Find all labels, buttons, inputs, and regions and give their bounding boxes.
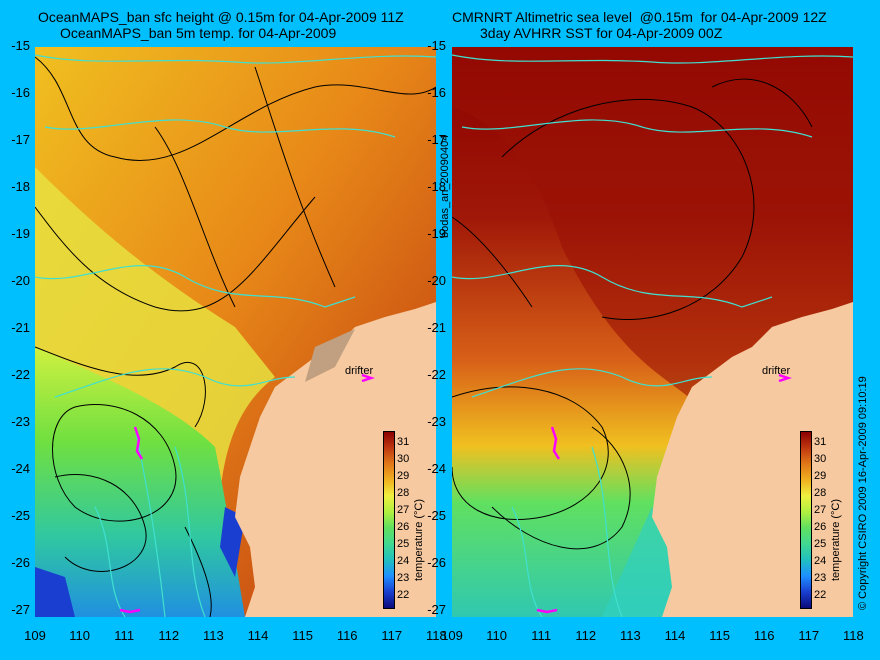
lon-label: 115 [709,628,730,643]
lon-label: 114 [664,628,686,643]
colorbar-tick: 23 [814,572,827,584]
colorbar-tick: 27 [814,504,827,516]
left-map-svg [35,47,436,617]
left-map-panel: drifter temperature (°C) [35,47,436,617]
lon-label: 111 [114,628,135,643]
lon-label: 115 [292,628,313,643]
colorbar-tick: 26 [397,521,410,533]
colorbar-tick: 25 [397,538,410,550]
right-map-panel: drifter temperature (°C) [452,47,853,617]
colorbar-tick: 27 [397,504,410,516]
lat-label: -17 [11,132,30,147]
lon-label: 109 [441,628,463,643]
lon-label: 113 [203,628,224,643]
colorbar-tick: 29 [814,470,827,482]
colorbar-tick: 30 [397,453,410,465]
lat-label: -18 [11,179,30,194]
lat-label: -25 [11,508,30,523]
colorbar-tick: 24 [397,555,410,567]
lat-label: -18 [427,179,446,194]
lat-label: -27 [427,602,446,617]
drifter-label-right: drifter [762,365,791,377]
colorbar-title-right: temperature (°C) [830,498,842,581]
shelf-shoal [305,329,355,382]
altimetric-contours [452,78,813,550]
lat-label: -17 [427,132,446,147]
colorbar-left [383,431,395,609]
lon-label: 117 [798,628,820,643]
sea-height-contours [35,56,436,617]
lat-label: -23 [11,414,30,429]
lon-label: 113 [620,628,641,643]
lat-label: -26 [427,555,446,570]
drifter-tracks [119,373,375,614]
colorbar-tick: 30 [814,453,827,465]
right-map-svg [452,47,853,617]
lat-label: -25 [427,508,446,523]
right-title-line2: 3day AVHRR SST for 04-Apr-2009 00Z [480,25,723,41]
lon-label: 110 [486,628,507,643]
lon-label: 117 [381,628,403,643]
colorbar-tick: 26 [814,521,827,533]
lat-label: -24 [11,461,30,476]
lon-label: 118 [843,628,864,643]
lon-label: 116 [336,628,358,643]
left-title-line2: OceanMAPS_ban 5m temp. for 04-Apr-2009 [60,25,337,41]
lat-label: -15 [11,38,30,53]
lon-label: 114 [247,628,269,643]
lon-label: 118 [426,628,447,643]
sst-warm-core [452,47,853,407]
colorbar-right [800,431,812,609]
colorbar-tick: 25 [814,538,827,550]
colorbar-tick: 22 [814,589,827,601]
left-title-line1: OceanMAPS_ban sfc height @ 0.15m for 04-… [38,9,404,25]
lat-label: -24 [427,461,446,476]
ocean-field-cool [35,347,245,617]
colorbar-tick: 31 [814,436,827,448]
colorbar-tick: 28 [814,487,827,499]
lat-label: -23 [427,414,446,429]
lon-label: 111 [531,628,552,643]
lat-label: -20 [427,273,446,288]
colorbar-tick: 31 [397,436,410,448]
colorbar-tick: 22 [397,589,410,601]
lat-label: -20 [11,273,30,288]
ocean-field-cold [35,567,75,617]
lat-label: -21 [11,320,30,335]
lat-label: -21 [427,320,446,335]
lat-label: -19 [11,226,30,241]
lat-label: -26 [11,555,30,570]
lon-label: 112 [575,628,597,643]
drifter-tracks-right [536,373,792,614]
lat-label: -22 [427,367,446,382]
colorbar-tick: 28 [397,487,410,499]
lon-label: 109 [24,628,46,643]
lat-label: -16 [11,85,30,100]
lon-label: 116 [753,628,775,643]
lon-label: 112 [158,628,180,643]
lon-label: 110 [69,628,90,643]
colorbar-tick: 29 [397,470,410,482]
side-run-id: bodas_an_20090404 [439,134,451,238]
lat-label: -22 [11,367,30,382]
drifter-label-left: drifter [345,365,374,377]
colorbar-tick: 24 [814,555,827,567]
lat-label: -27 [11,602,30,617]
coastline-bathymetry [35,54,436,617]
lat-label: -16 [427,85,446,100]
lat-label: -19 [427,226,446,241]
right-title-line1: CMRNRT Altimetric sea level @0.15m for 0… [452,9,827,25]
coastline-bathymetry-right [452,54,853,617]
lat-label: -15 [427,38,446,53]
colorbar-tick: 23 [397,572,410,584]
copyright-text: © Copyright CSIRO 2009 16-Apr-2009 09:10… [857,376,869,610]
